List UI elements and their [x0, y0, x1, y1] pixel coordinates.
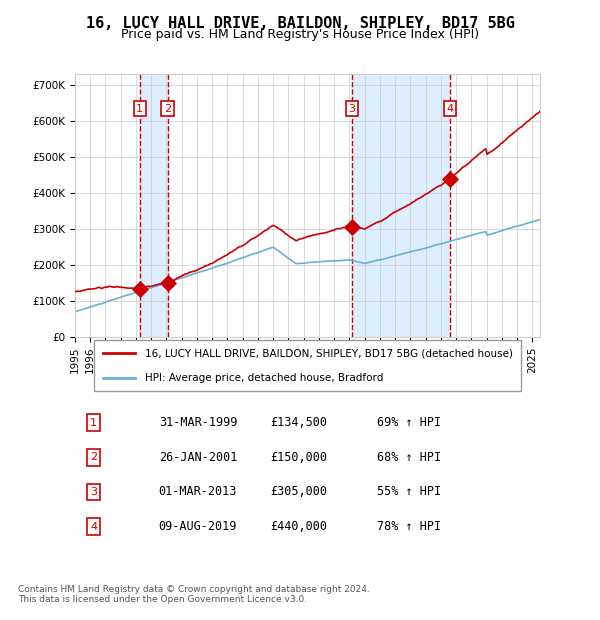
Text: 09-AUG-2019: 09-AUG-2019: [158, 520, 237, 533]
Text: 68% ↑ HPI: 68% ↑ HPI: [377, 451, 442, 464]
Text: 1: 1: [90, 418, 97, 428]
Text: 1: 1: [136, 104, 143, 113]
Point: [135, 283, 145, 293]
Text: 26-JAN-2001: 26-JAN-2001: [158, 451, 237, 464]
Point: [347, 223, 357, 232]
Text: Price paid vs. HM Land Registry's House Price Index (HPI): Price paid vs. HM Land Registry's House …: [121, 28, 479, 41]
Text: 78% ↑ HPI: 78% ↑ HPI: [377, 520, 442, 533]
Text: HPI: Average price, detached house, Bradford: HPI: Average price, detached house, Brad…: [145, 373, 383, 383]
Text: Contains HM Land Registry data © Crown copyright and database right 2024.
This d: Contains HM Land Registry data © Crown c…: [18, 585, 370, 604]
Point: [445, 174, 455, 184]
Text: 3: 3: [90, 487, 97, 497]
Bar: [140, 74, 167, 337]
Text: 2: 2: [90, 452, 97, 463]
Text: 3: 3: [349, 104, 356, 113]
Text: £440,000: £440,000: [270, 520, 328, 533]
Text: 01-MAR-2013: 01-MAR-2013: [158, 485, 237, 498]
Text: 69% ↑ HPI: 69% ↑ HPI: [377, 416, 442, 429]
Text: £134,500: £134,500: [270, 416, 328, 429]
Text: 55% ↑ HPI: 55% ↑ HPI: [377, 485, 442, 498]
Text: 2: 2: [164, 104, 171, 113]
Point: [163, 278, 172, 288]
Text: 31-MAR-1999: 31-MAR-1999: [158, 416, 237, 429]
Text: 16, LUCY HALL DRIVE, BAILDON, SHIPLEY, BD17 5BG: 16, LUCY HALL DRIVE, BAILDON, SHIPLEY, B…: [86, 16, 514, 30]
Text: £150,000: £150,000: [270, 451, 328, 464]
FancyBboxPatch shape: [94, 340, 521, 391]
Text: 16, LUCY HALL DRIVE, BAILDON, SHIPLEY, BD17 5BG (detached house): 16, LUCY HALL DRIVE, BAILDON, SHIPLEY, B…: [145, 348, 513, 358]
Bar: [352, 74, 450, 337]
Text: 4: 4: [90, 521, 97, 531]
Text: 4: 4: [446, 104, 454, 113]
Text: £305,000: £305,000: [270, 485, 328, 498]
